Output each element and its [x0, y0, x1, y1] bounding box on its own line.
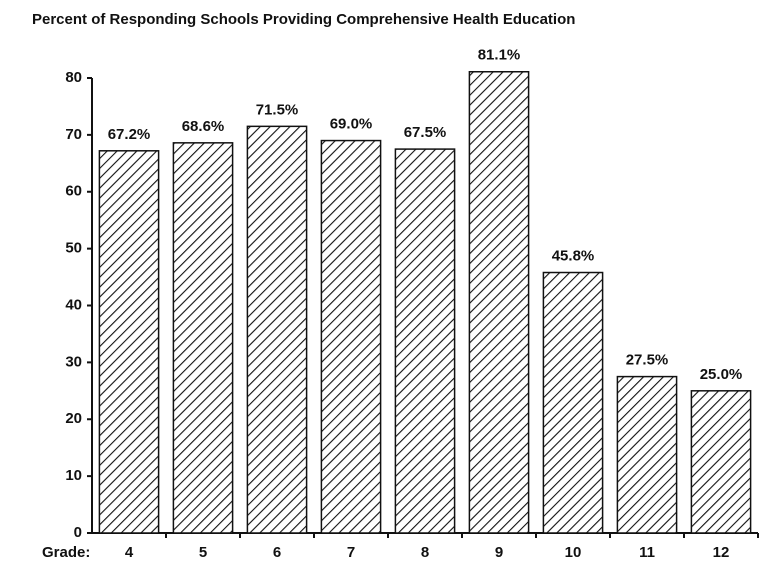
- x-tick-label: 6: [273, 544, 281, 561]
- x-tick-label: 7: [347, 544, 355, 561]
- y-tick-label: 10: [65, 467, 82, 484]
- y-tick-label: 80: [65, 69, 82, 86]
- x-tick-label: 8: [421, 544, 429, 561]
- value-label: 71.5%: [256, 101, 299, 118]
- y-tick-label: 0: [74, 524, 82, 541]
- x-tick-label: 4: [125, 544, 134, 561]
- bar: [542, 271, 604, 534]
- bar: [690, 390, 752, 534]
- x-tick-label: 10: [565, 544, 582, 561]
- bar: [98, 150, 160, 534]
- value-label: 45.8%: [552, 247, 595, 264]
- chart-title: Percent of Responding Schools Providing …: [32, 11, 575, 28]
- value-label: 69.0%: [330, 116, 373, 133]
- y-tick-label: 30: [65, 353, 82, 370]
- y-tick-label: 50: [65, 240, 82, 257]
- value-label: 67.5%: [404, 124, 447, 141]
- bar: [394, 148, 456, 534]
- bar: [468, 70, 530, 534]
- value-label: 68.6%: [182, 118, 225, 135]
- bar: [616, 375, 678, 534]
- bar: [320, 139, 382, 534]
- x-tick-label: 5: [199, 544, 207, 561]
- x-axis-label: Grade:: [42, 544, 90, 561]
- x-tick-label: 9: [495, 544, 503, 561]
- value-label: 81.1%: [478, 47, 521, 64]
- value-label: 67.2%: [108, 126, 151, 143]
- y-tick-label: 20: [65, 410, 82, 427]
- x-tick-label: 11: [639, 544, 655, 561]
- value-label: 25.0%: [700, 366, 743, 383]
- y-tick-label: 60: [65, 183, 82, 200]
- y-tick-label: 70: [65, 126, 82, 143]
- x-tick-label: 12: [713, 544, 730, 561]
- value-label: 27.5%: [626, 352, 669, 369]
- y-tick-label: 40: [65, 296, 82, 313]
- bar: [246, 125, 308, 534]
- bar: [172, 142, 234, 534]
